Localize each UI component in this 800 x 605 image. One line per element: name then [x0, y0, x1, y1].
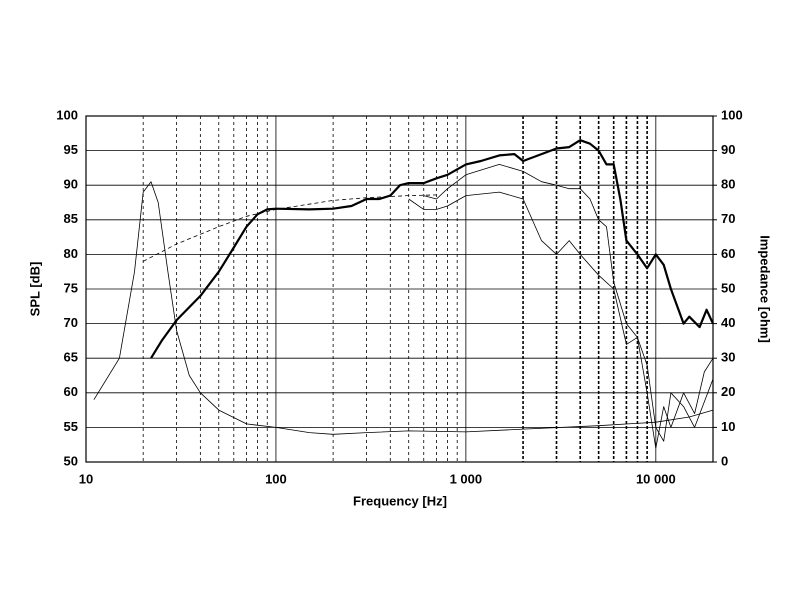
series-line	[143, 194, 437, 262]
y2-tick-label: 50	[721, 280, 735, 295]
y2-tick-label: 40	[721, 315, 735, 330]
series-line	[150, 139, 714, 359]
y2-tick-label: 70	[721, 211, 735, 226]
y-tick-label: 65	[64, 350, 78, 365]
x-tick-label: 10	[79, 471, 93, 486]
y-tick-label: 55	[64, 419, 78, 434]
y-tick-label: 70	[64, 315, 78, 330]
x-axis-label: Frequency [Hz]	[353, 493, 447, 508]
x-tick-label: 10 000	[636, 471, 676, 486]
x-tick-label: 100	[265, 471, 287, 486]
x-tick-label: 1 000	[450, 471, 483, 486]
y2-tick-label: 100	[721, 107, 743, 122]
y-tick-label: 50	[64, 453, 78, 468]
y2-tick-label: 80	[721, 177, 735, 192]
y-tick-label: 85	[64, 211, 78, 226]
y-tick-label: 95	[64, 142, 78, 157]
y-tick-label: 90	[64, 177, 78, 192]
series-line	[93, 181, 714, 435]
y-axis-label: SPL [dB]	[27, 262, 42, 317]
series-line	[423, 163, 714, 449]
y2-axis-label: Impedance [ohm]	[758, 235, 773, 343]
y-tick-label: 75	[64, 280, 78, 295]
y-tick-label: 80	[64, 246, 78, 261]
y2-tick-label: 60	[721, 246, 735, 261]
y-tick-label: 100	[56, 107, 78, 122]
y2-tick-label: 90	[721, 142, 735, 157]
y2-tick-label: 10	[721, 419, 735, 434]
y-tick-label: 60	[64, 384, 78, 399]
y2-tick-label: 0	[721, 453, 728, 468]
y2-tick-label: 20	[721, 384, 735, 399]
y2-tick-label: 30	[721, 350, 735, 365]
series-line	[408, 191, 714, 442]
